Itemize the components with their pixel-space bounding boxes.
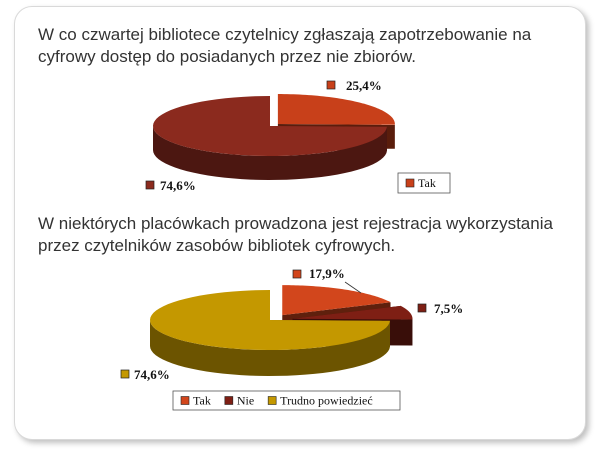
data-label: 74,6% (160, 178, 196, 193)
slice-rim (153, 126, 387, 180)
slice-2 (292, 305, 413, 320)
legend-entry: Nie (237, 394, 254, 408)
slice-3 (150, 290, 390, 350)
data-label: 25,4% (346, 78, 382, 93)
legend: Tak (397, 172, 451, 194)
label-marker (292, 269, 302, 279)
label-marker (145, 180, 155, 190)
data-label: 7,5% (434, 301, 463, 316)
leader-line (344, 281, 362, 294)
label-marker (417, 303, 427, 313)
legend: Tak Nie Trudno powiedzieć (172, 390, 401, 411)
slice-2 (153, 96, 387, 156)
chart1-heading: W co czwartej bibliotece czytelnicy zgła… (38, 25, 532, 66)
chart2-heading: W niektórych placówkach prowadzona jest … (38, 214, 553, 255)
legend-box (172, 390, 401, 411)
legend-entry: Trudno powiedzieć (280, 394, 373, 408)
pie-chart-2: 17,9% 7,5% 74,6% Tak Nie Trudno powiedzieć (120, 266, 463, 411)
data-label: 17,9% (309, 266, 345, 281)
slice-1 (282, 285, 391, 316)
legend-box (397, 172, 451, 194)
legend-swatch (267, 396, 277, 405)
legend-swatch (180, 396, 190, 405)
label-marker (326, 80, 336, 90)
legend-entry: Tak (193, 394, 211, 408)
legend-swatch (405, 178, 415, 188)
data-label: 74,6% (134, 367, 170, 382)
legend-entry: Tak (418, 176, 436, 190)
legend-swatch (224, 396, 234, 405)
label-marker (120, 369, 130, 379)
pie-chart-1: 25,4% 74,6% Tak (145, 78, 451, 194)
slice-1 (277, 94, 395, 125)
slice-rim (150, 320, 390, 376)
